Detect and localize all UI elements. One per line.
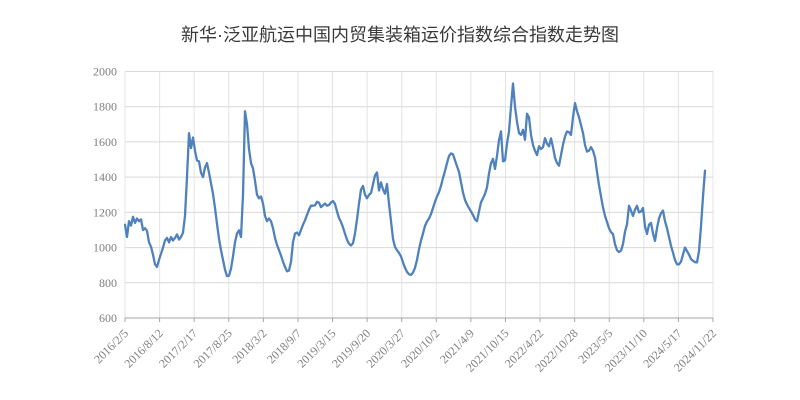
x-tick-label: 2017/8/25 bbox=[191, 326, 235, 370]
y-tick-label: 1200 bbox=[93, 205, 117, 219]
y-tick-label: 1400 bbox=[93, 170, 117, 184]
x-tick-label: 2018/3/2 bbox=[229, 326, 269, 366]
series-line bbox=[123, 82, 707, 278]
chart-title: 新华·泛亚航运中国内贸集装箱运价指数综合指数走势图 bbox=[181, 25, 619, 45]
y-tick-label: 1000 bbox=[93, 241, 117, 255]
y-tick-label: 1600 bbox=[93, 135, 117, 149]
x-tick-label: 2020/10/2 bbox=[398, 326, 442, 370]
y-tick-label: 800 bbox=[99, 276, 117, 290]
y-tick-label: 1800 bbox=[93, 100, 117, 114]
y-tick-label: 600 bbox=[99, 311, 117, 325]
y-tick-label: 2000 bbox=[93, 65, 117, 79]
